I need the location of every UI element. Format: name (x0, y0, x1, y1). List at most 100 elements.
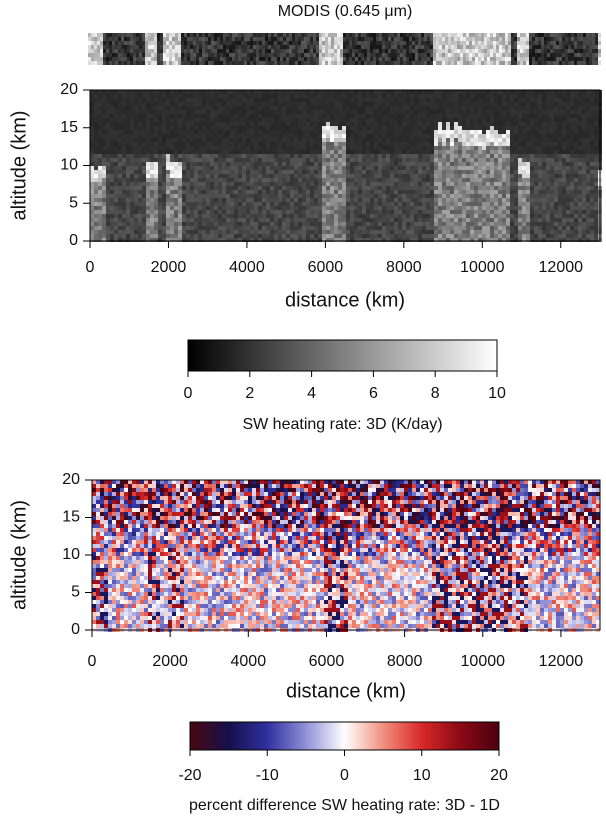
texture-cell (338, 206, 342, 210)
texture-cell (414, 138, 418, 142)
texture-cell (94, 98, 98, 102)
texture-cell (274, 158, 278, 162)
texture-cell (226, 194, 230, 198)
texture-cell (430, 226, 434, 230)
texture-cell (438, 182, 442, 186)
texture-cell (130, 218, 134, 222)
texture-cell (118, 162, 122, 166)
texture-cell (254, 158, 258, 162)
texture-cell (262, 142, 266, 146)
texture-cell (307, 45, 310, 49)
texture-cell (523, 45, 526, 49)
texture-cell (103, 57, 106, 61)
texture-cell (160, 41, 163, 45)
texture-cell (318, 234, 322, 238)
texture-cell (258, 150, 262, 154)
texture-cell (230, 234, 234, 238)
texture-cell (258, 178, 262, 182)
texture-cell (342, 202, 346, 206)
texture-cell (338, 234, 342, 238)
texture-cell (271, 53, 274, 57)
texture-cell (568, 57, 571, 61)
texture-cell (398, 114, 402, 118)
texture-cell (118, 102, 122, 106)
texture-cell (382, 102, 386, 106)
texture-cell (230, 106, 234, 110)
texture-cell (426, 122, 430, 126)
texture-cell (362, 154, 366, 158)
texture-cell (254, 234, 258, 238)
texture-cell (246, 238, 250, 242)
texture-cell (124, 57, 127, 61)
texture-cell (366, 118, 370, 122)
texture-cell (218, 170, 222, 174)
texture-cell (462, 142, 466, 146)
texture-cell (242, 90, 246, 94)
texture-cell (442, 210, 446, 214)
texture-cell (354, 90, 358, 94)
texture-cell (382, 146, 386, 150)
texture-cell (378, 114, 382, 118)
texture-cell (187, 57, 190, 61)
texture-cell (150, 118, 154, 122)
texture-cell (102, 210, 106, 214)
texture-cell (94, 166, 98, 170)
texture-cell (541, 45, 544, 49)
texture-cell (222, 214, 226, 218)
texture-cell (98, 158, 102, 162)
texture-cell (250, 166, 254, 170)
texture-cell (174, 238, 178, 242)
texture-cell (278, 234, 282, 238)
texture-cell (223, 53, 226, 57)
texture-cell (230, 218, 234, 222)
texture-cell (170, 210, 174, 214)
texture-cell (358, 122, 362, 126)
texture-cell (166, 150, 170, 154)
texture-cell (386, 182, 390, 186)
texture-cell (562, 41, 565, 45)
texture-cell (282, 126, 286, 130)
texture-cell (302, 158, 306, 162)
texture-cell (199, 33, 202, 37)
texture-cell (238, 194, 242, 198)
texture-cell (138, 238, 142, 242)
texture-cell (318, 102, 322, 106)
texture-cell (122, 194, 126, 198)
texture-cell (326, 98, 330, 102)
texture-cell (210, 154, 214, 158)
texture-cell (370, 182, 374, 186)
texture-cell (446, 178, 450, 182)
texture-cell (370, 142, 374, 146)
texture-cell (246, 98, 250, 102)
texture-cell (446, 166, 450, 170)
texture-cell (110, 206, 114, 210)
texture-cell (90, 98, 94, 102)
texture-cell (346, 226, 350, 230)
texture-cell (109, 53, 112, 57)
texture-cell (271, 45, 274, 49)
texture-cell (122, 218, 126, 222)
texture-cell (450, 146, 454, 150)
texture-cell (374, 190, 378, 194)
texture-cell (158, 178, 162, 182)
texture-cell (454, 238, 458, 242)
texture-cell (190, 166, 194, 170)
texture-cell (346, 198, 350, 202)
texture-cell (310, 118, 314, 122)
texture-cell (220, 49, 223, 53)
texture-cell (106, 174, 110, 178)
texture-cell (150, 174, 154, 178)
texture-cell (150, 214, 154, 218)
texture-cell (592, 33, 595, 37)
texture-cell (535, 49, 538, 53)
texture-cell (313, 49, 316, 53)
texture-cell (186, 202, 190, 206)
texture-cell (118, 118, 122, 122)
texture-cell (229, 61, 232, 65)
texture-cell (398, 230, 402, 234)
texture-cell (302, 130, 306, 134)
texture-cell (114, 114, 118, 118)
texture-cell (214, 150, 218, 154)
texture-cell (202, 158, 206, 162)
texture-cell (226, 154, 230, 158)
